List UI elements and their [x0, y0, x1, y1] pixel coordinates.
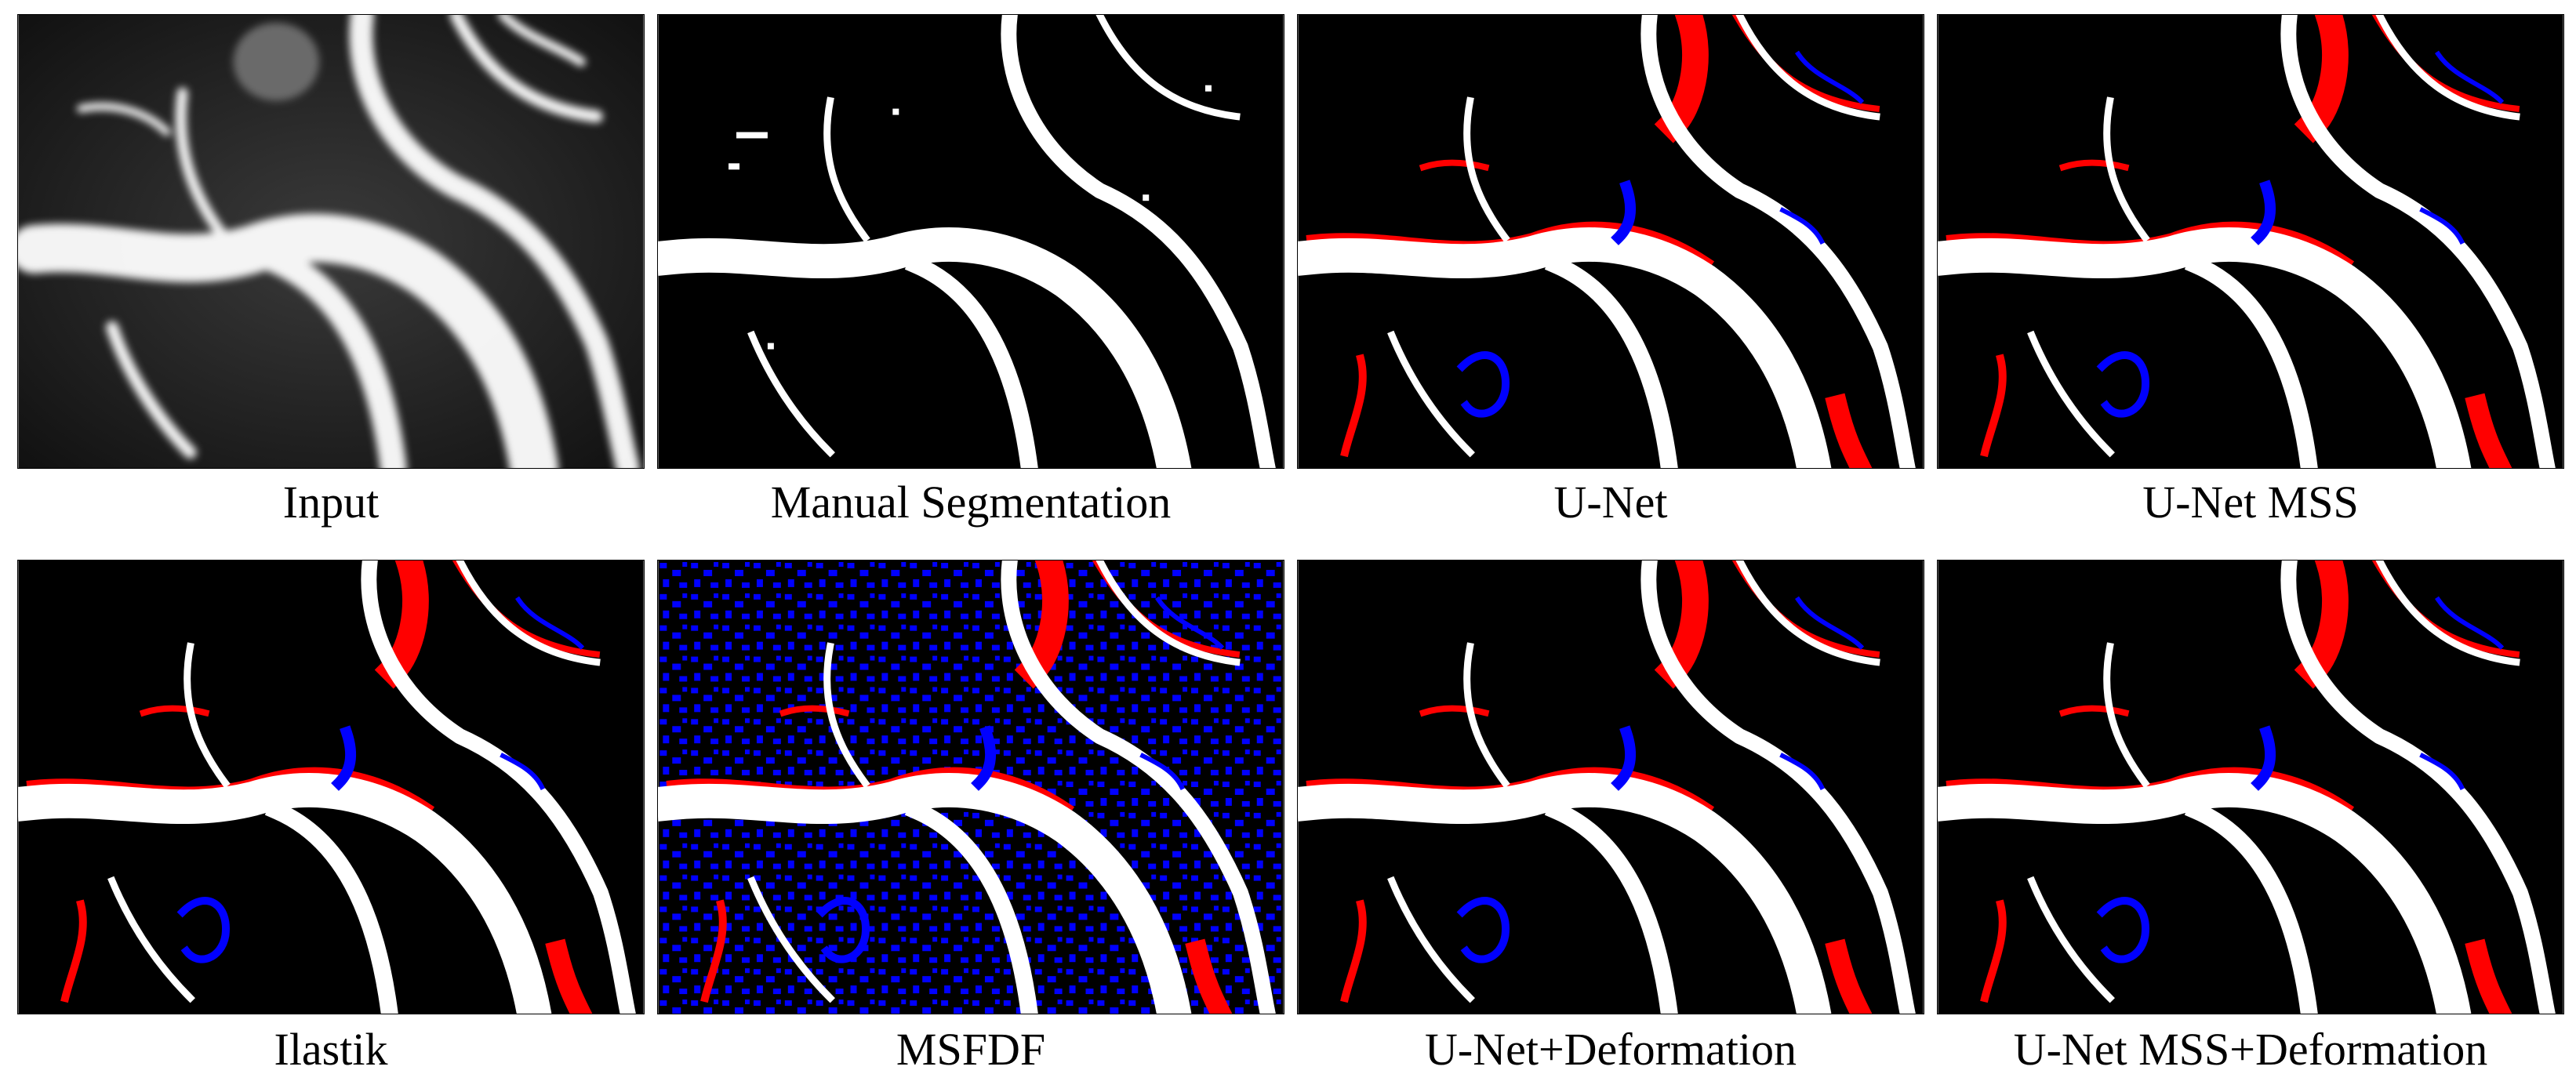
panel-unet-deformation	[1297, 560, 1924, 1014]
unet-deformation-image	[1297, 560, 1924, 1014]
caption-msfdf: MSFDF	[896, 1024, 1046, 1075]
caption-unet-deformation: U-Net+Deformation	[1425, 1024, 1797, 1075]
panel-manual-segmentation	[657, 14, 1284, 469]
caption-unet-mss-deformation: U-Net MSS+Deformation	[2013, 1024, 2488, 1075]
ilastik-image	[17, 560, 645, 1014]
panel-msfdf	[657, 560, 1284, 1014]
panel-unet-mss	[1937, 14, 2564, 469]
unet-image	[1297, 14, 1924, 469]
msfdf-image	[657, 560, 1284, 1014]
panel-ilastik	[17, 560, 645, 1014]
caption-manual-segmentation: Manual Segmentation	[770, 477, 1172, 528]
manual-segmentation-image	[657, 14, 1284, 469]
unet-mss-deformation-image	[1937, 560, 2564, 1014]
unet-mss-image	[1937, 14, 2564, 469]
panel-unet	[1297, 14, 1924, 469]
panel-unet-mss-deformation	[1937, 560, 2564, 1014]
caption-input: Input	[282, 477, 380, 528]
panel-input	[17, 14, 645, 469]
input-image	[17, 14, 645, 469]
caption-unet: U-Net	[1553, 477, 1668, 528]
caption-ilastik: Ilastik	[274, 1024, 388, 1075]
caption-unet-mss: U-Net MSS	[2142, 477, 2359, 528]
